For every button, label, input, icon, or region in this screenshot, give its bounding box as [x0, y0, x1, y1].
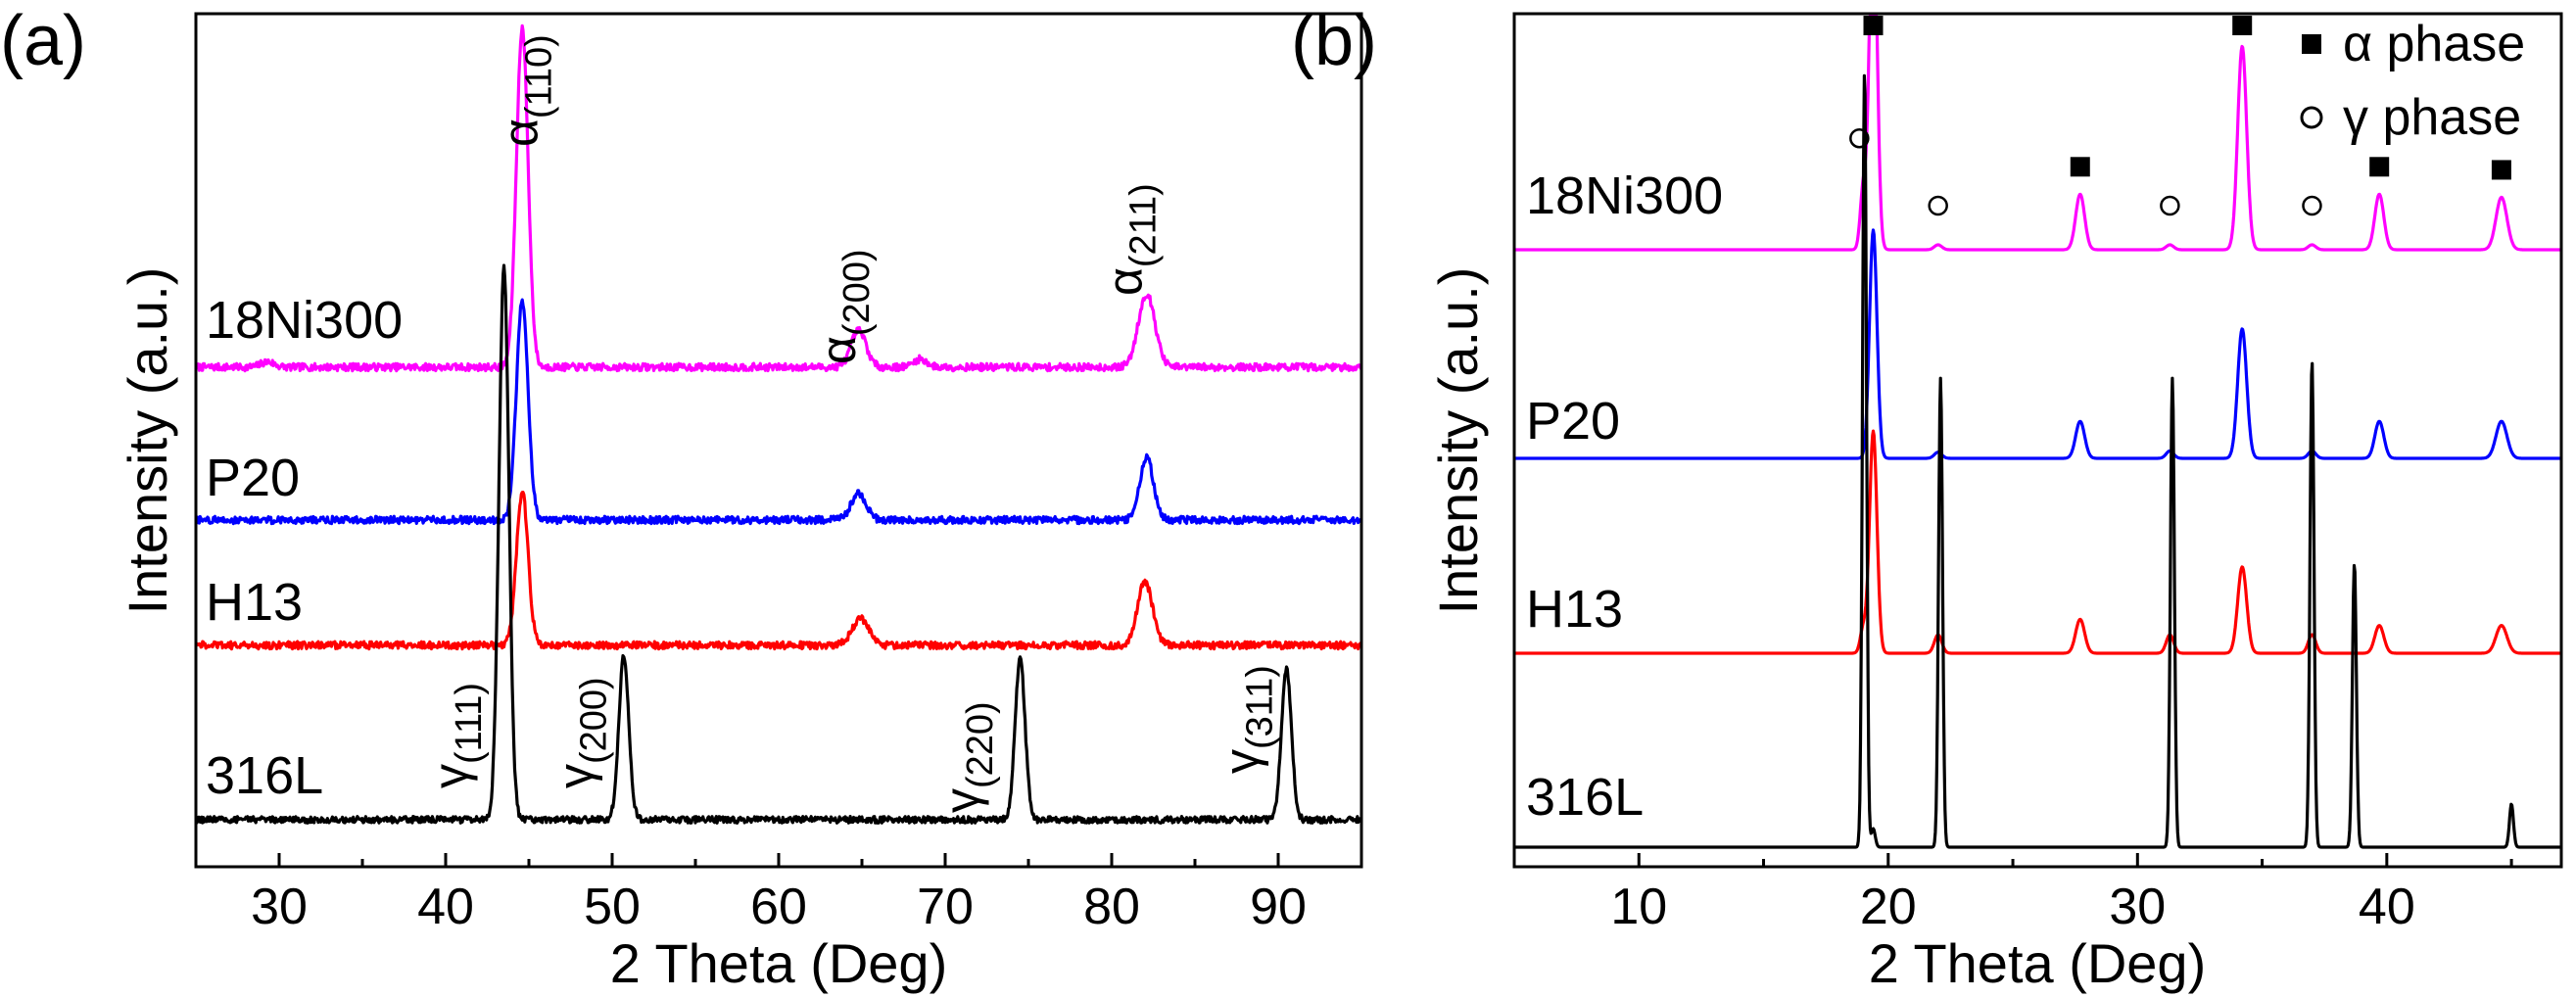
series-line-P20 [1513, 228, 2562, 460]
legend-alpha-label: α phase [2343, 16, 2525, 72]
gamma-marker [1928, 195, 1948, 216]
peak-label-α(200): α(200) [811, 249, 878, 364]
panel-b-x-axis-title: 2 Theta (Deg) [1869, 932, 2206, 994]
panel-b-traces [1513, 14, 2562, 849]
series-label-18Ni300: 18Ni300 [206, 291, 403, 350]
x-tick-label-60: 60 [750, 879, 807, 935]
peak-label-α(110): α(110) [494, 34, 560, 147]
panel-b-phase-markers [1849, 16, 2511, 216]
panel-b-frame [1512, 12, 2563, 869]
series-line-18Ni300 [1513, 14, 2562, 252]
alpha-marker [2369, 157, 2390, 177]
x-tick-label-40: 40 [2359, 879, 2415, 935]
gamma-marker [2160, 195, 2180, 216]
series-line-P20 [195, 298, 1363, 526]
panel-a: (a) 30 40 50 60 70 80 90 18Ni300 P20 H13 316L α(1… [0, 2, 1363, 994]
legend-gamma-label: γ phase [2343, 89, 2521, 146]
peak-label-γ(220): γ(220) [934, 701, 1001, 813]
x-tick-label-30: 30 [251, 879, 308, 935]
series-label-316L: 316L [1526, 768, 1644, 827]
alpha-marker [2232, 16, 2253, 35]
panel-label-b: (b) [1291, 2, 1377, 80]
panel-b-legend: α phase γ phase [2300, 16, 2525, 146]
panel-a-peak-annotations: α(110) α(200) α(211) γ(111) γ(200) γ(220) γ(31… [423, 34, 1281, 813]
panel-a-series-labels: 18Ni300 P20 H13 316L [206, 291, 403, 805]
series-label-18Ni300: 18Ni300 [1526, 166, 1723, 225]
series-line-H13 [195, 491, 1362, 651]
x-tick-label-30: 30 [2109, 879, 2166, 935]
peak-label-α(211): α(211) [1098, 183, 1165, 296]
series-label-H13: H13 [1526, 580, 1623, 639]
panel-b-y-axis-title: Intensity (a.u.) [1427, 267, 1489, 615]
gamma-marker [1849, 127, 1870, 149]
series-line-H13 [1513, 429, 2562, 655]
x-tick-label-50: 50 [584, 879, 641, 935]
peak-label-γ(200): γ(200) [549, 677, 615, 788]
series-label-316L: 316L [206, 746, 323, 805]
panel-a-frame [194, 12, 1363, 869]
series-label-P20: P20 [206, 449, 300, 507]
series-line-316L [194, 263, 1362, 825]
series-line-18Ni300 [194, 24, 1363, 373]
series-label-P20: P20 [1526, 392, 1620, 451]
panel-a-traces [194, 24, 1363, 825]
panel-a-x-axis-title: 2 Theta (Deg) [610, 932, 947, 994]
x-tick-label-80: 80 [1083, 879, 1140, 935]
x-tick-label-10: 10 [1610, 879, 1667, 935]
alpha-marker [1863, 16, 1884, 35]
panel-a-y-axis-title: Intensity (a.u.) [117, 267, 178, 615]
panel-b-series-labels: 18Ni300 P20 H13 316L [1526, 166, 1723, 827]
peak-label-γ(311): γ(311) [1215, 665, 1281, 774]
peak-label-γ(111): γ(111) [423, 683, 490, 788]
x-tick-label-90: 90 [1250, 879, 1307, 935]
x-tick-label-40: 40 [417, 879, 474, 935]
gamma-marker [2302, 195, 2322, 216]
panel-b-x-ticks: 10 20 30 40 [1512, 853, 2513, 935]
series-label-H13: H13 [206, 573, 303, 632]
x-tick-label-70: 70 [917, 879, 974, 935]
legend-alpha-square [2302, 34, 2321, 54]
legend-gamma-circle [2300, 106, 2323, 129]
alpha-marker [2070, 157, 2090, 177]
alpha-marker [2491, 160, 2511, 180]
panel-a-x-ticks: 30 40 50 60 70 80 90 [194, 853, 1363, 935]
series-line-316L [1513, 73, 2562, 849]
x-tick-label-20: 20 [1860, 879, 1917, 935]
panel-b: (b) 10 20 30 40 18Ni300 P20 H13 316L α phase γ… [1291, 2, 2563, 994]
panel-label-a: (a) [0, 2, 86, 80]
